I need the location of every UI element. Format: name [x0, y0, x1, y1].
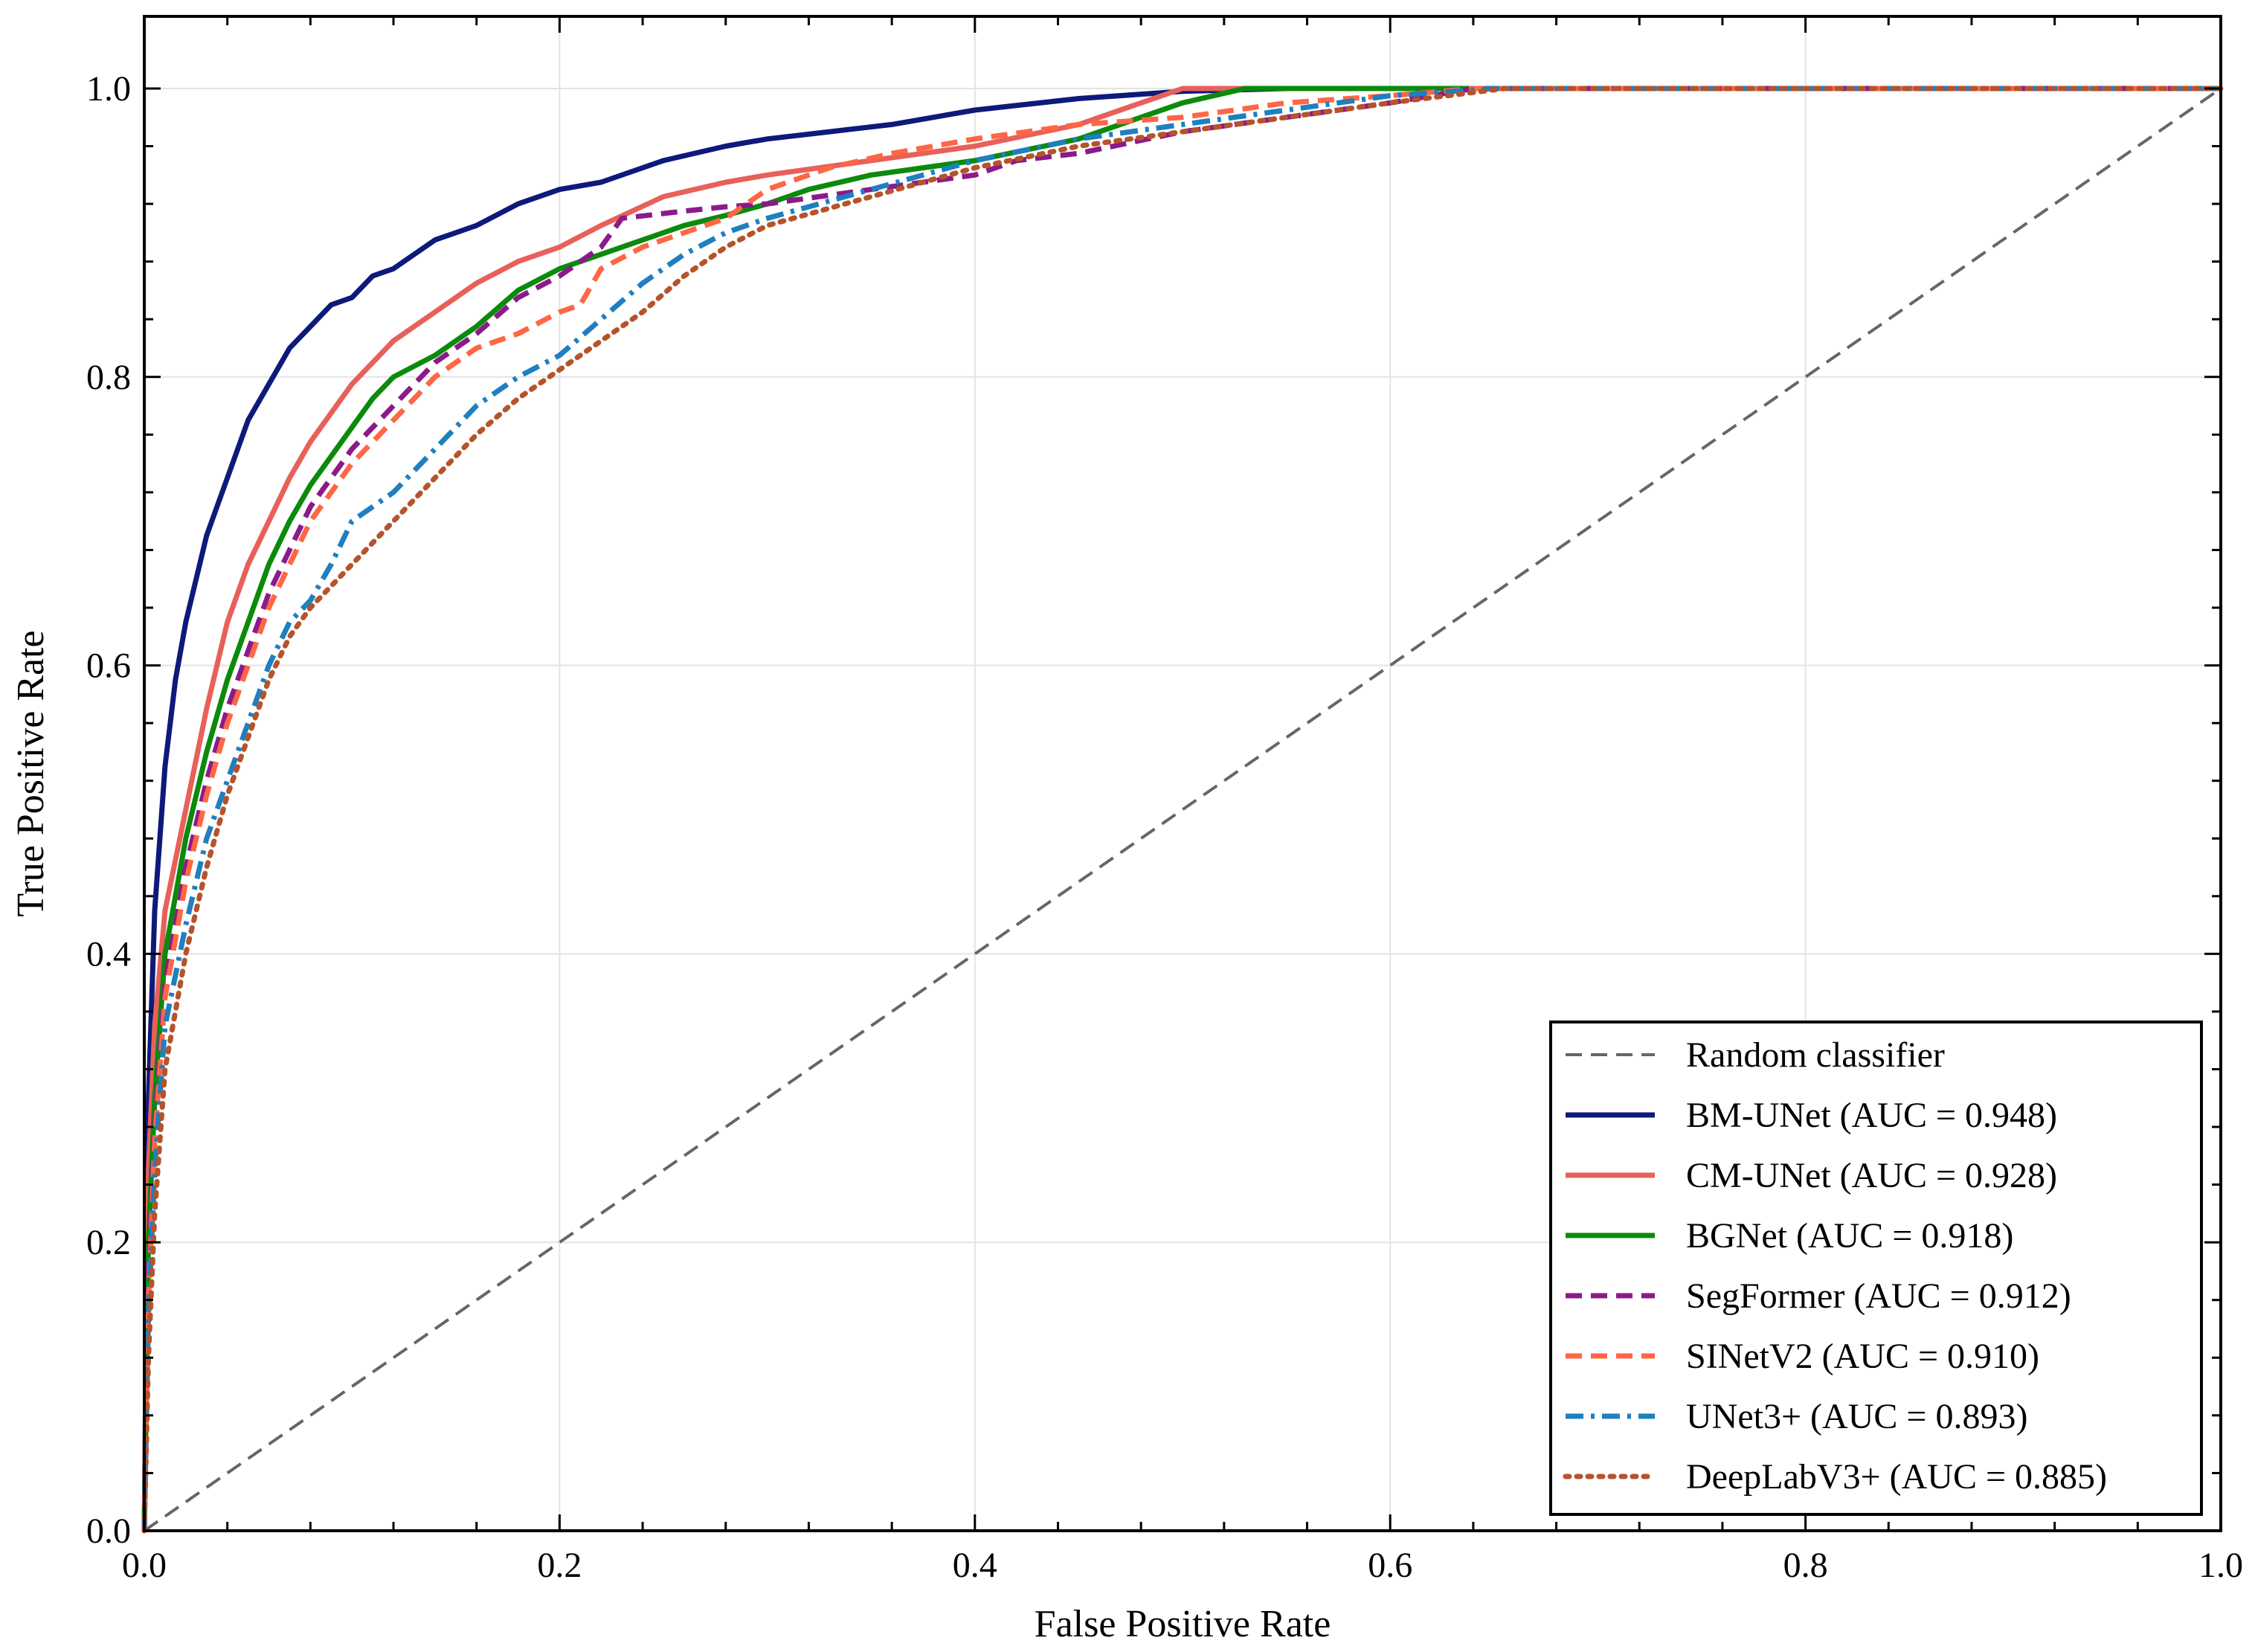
series-line-7 [141, 86, 2224, 1534]
series-layer [141, 86, 2224, 1534]
y-tick-label: 0.2 [86, 1223, 131, 1262]
grid [144, 16, 2222, 1532]
legend-label: CM-UNet (AUC = 0.928) [1686, 1156, 2057, 1195]
legend-box [1549, 1021, 2203, 1516]
series-line-5 [141, 86, 2221, 1532]
legend-label: BM-UNet (AUC = 0.948) [1686, 1096, 2057, 1135]
legend-label: DeepLabV3+ (AUC = 0.885) [1686, 1457, 2107, 1497]
y-tick-label: 0.0 [86, 1511, 131, 1551]
y-axis-title: True Positive Rate [10, 630, 52, 916]
legend: Random classifier BM-UNet (AUC = 0.948) CM… [1549, 1021, 2203, 1516]
legend-label: BGNet (AUC = 0.918) [1686, 1216, 2013, 1256]
x-tick-label: 0.4 [953, 1546, 997, 1585]
series-line-0 [143, 87, 2222, 1532]
series-line-4 [141, 86, 2221, 1532]
legend-label: UNet3+ (AUC = 0.893) [1686, 1397, 2027, 1436]
series-line-1 [141, 86, 2221, 1532]
legend-label: SINetV2 (AUC = 0.910) [1686, 1337, 2039, 1376]
legend-label: SegFormer (AUC = 0.912) [1686, 1276, 2071, 1316]
legend-label: Random classifier [1686, 1035, 1945, 1075]
series-line-2 [141, 86, 2221, 1532]
x-axis-title: False Positive Rate [1035, 1603, 1331, 1645]
plot-frame [143, 15, 2222, 1532]
x-tick-label: 0.2 [537, 1546, 582, 1585]
tick-labels: 0.0 0.2 0.4 0.6 0.8 1.0 0.0 0.2 0.4 0.6 0.8 1.0 [86, 69, 2243, 1585]
y-tick-label: 1.0 [86, 69, 131, 109]
x-tick-label: 1.0 [2198, 1546, 2243, 1585]
x-tick-label: 0.0 [122, 1546, 167, 1585]
x-tick-label: 0.6 [1368, 1546, 1412, 1585]
x-tick-label: 0.8 [1783, 1546, 1828, 1585]
y-tick-label: 0.6 [86, 646, 131, 686]
series-line-6 [141, 86, 2221, 1532]
y-tick-label: 0.4 [86, 934, 131, 974]
y-tick-label: 0.8 [86, 358, 131, 397]
ticks [143, 16, 2222, 1532]
